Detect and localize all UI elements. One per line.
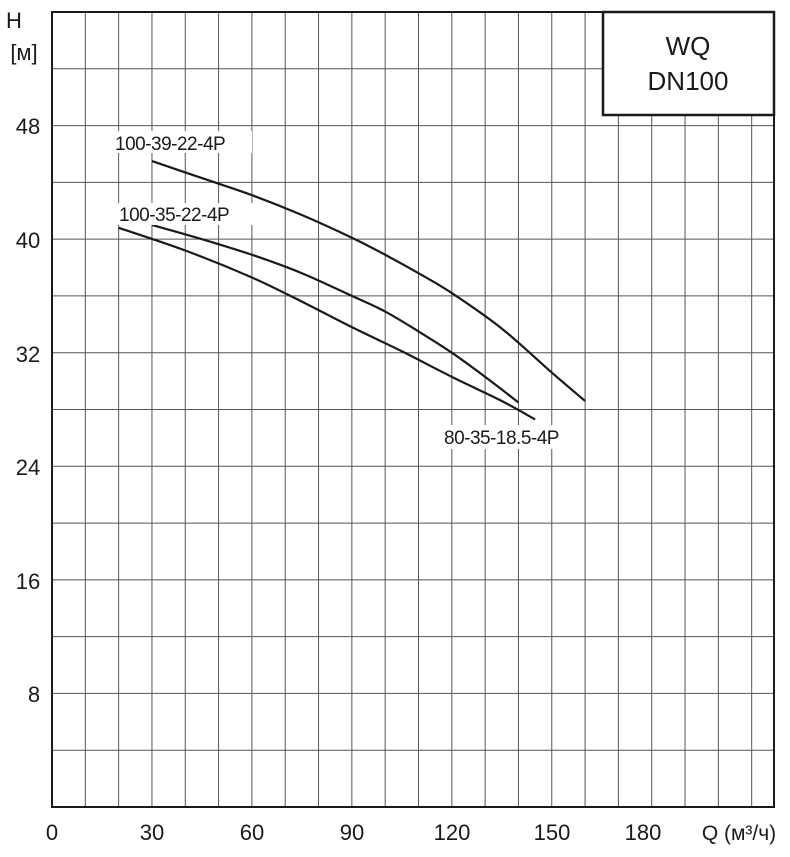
x-tick-180: 180 xyxy=(625,820,662,845)
title-box xyxy=(601,10,776,117)
y-tick-8: 8 xyxy=(28,682,40,707)
title-line-1: WQ xyxy=(666,31,711,61)
curve-label-100-35-22-4P: 100-35-22-4P xyxy=(119,205,229,226)
curve-100-39-22-4P xyxy=(151,160,586,402)
x-tick-120: 120 xyxy=(434,820,471,845)
plot-frame xyxy=(51,11,775,808)
curve-label-100-39-22-4P: 100-39-22-4P xyxy=(115,134,225,155)
curve-label-80-35-18.5-4P: 80-35-18.5-4P xyxy=(444,428,559,449)
curve-100-35-22-4P xyxy=(151,223,520,404)
y-tick-40: 40 xyxy=(16,228,40,253)
x-tick-60: 60 xyxy=(240,820,264,845)
x-axis-title: Q (м³/ч) xyxy=(702,822,776,845)
y-tick-24: 24 xyxy=(16,455,40,480)
y-axis-title: H xyxy=(6,8,22,33)
x-tick-0: 0 xyxy=(46,820,58,845)
x-tick-30: 30 xyxy=(140,820,164,845)
curve-80-35-18.5-4P xyxy=(118,226,536,421)
x-tick-90: 90 xyxy=(340,820,364,845)
curves xyxy=(118,160,586,421)
y-tick-48: 48 xyxy=(16,114,40,139)
y-axis-unit: [м] xyxy=(10,40,37,65)
y-tick-16: 16 xyxy=(16,569,40,594)
x-tick-150: 150 xyxy=(534,820,571,845)
y-tick-32: 32 xyxy=(16,342,40,367)
title-line-2: DN100 xyxy=(648,66,729,96)
